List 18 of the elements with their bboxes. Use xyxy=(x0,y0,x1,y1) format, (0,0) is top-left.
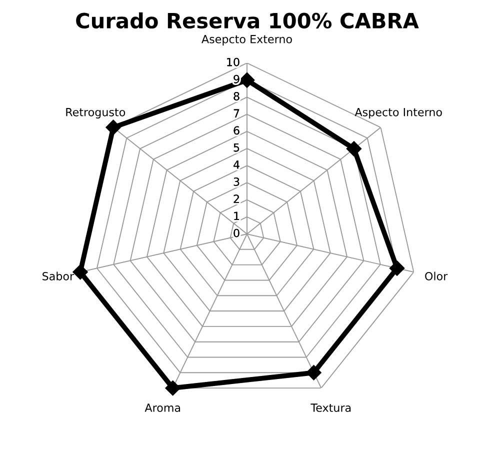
spoke-label: Olor xyxy=(425,272,448,280)
y-tick-label: 0 xyxy=(234,228,240,238)
spoke-label: Aroma xyxy=(144,404,180,412)
y-tick-label: 7 xyxy=(234,109,240,118)
y-tick-label: 2 xyxy=(234,194,239,203)
y-tick-label: 4 xyxy=(234,160,240,169)
spoke-label: Retrogusto xyxy=(66,108,126,118)
spoke-label: Aspecto Interno xyxy=(354,108,442,118)
y-tick-label: 6 xyxy=(234,126,240,135)
y-tick-label: 10 xyxy=(227,58,240,66)
y-tick-label: 5 xyxy=(234,143,240,152)
y-tick-label: 8 xyxy=(234,92,240,100)
y-tick-label: 3 xyxy=(234,178,240,186)
spoke-label: Textura xyxy=(310,404,351,412)
chart-title: Curado Reserva 100% CABRA xyxy=(76,12,419,29)
y-tick-label: 1 xyxy=(234,212,240,220)
spoke-label: Sabor xyxy=(42,272,74,280)
spoke-label: Asepcto Externo xyxy=(202,35,292,46)
